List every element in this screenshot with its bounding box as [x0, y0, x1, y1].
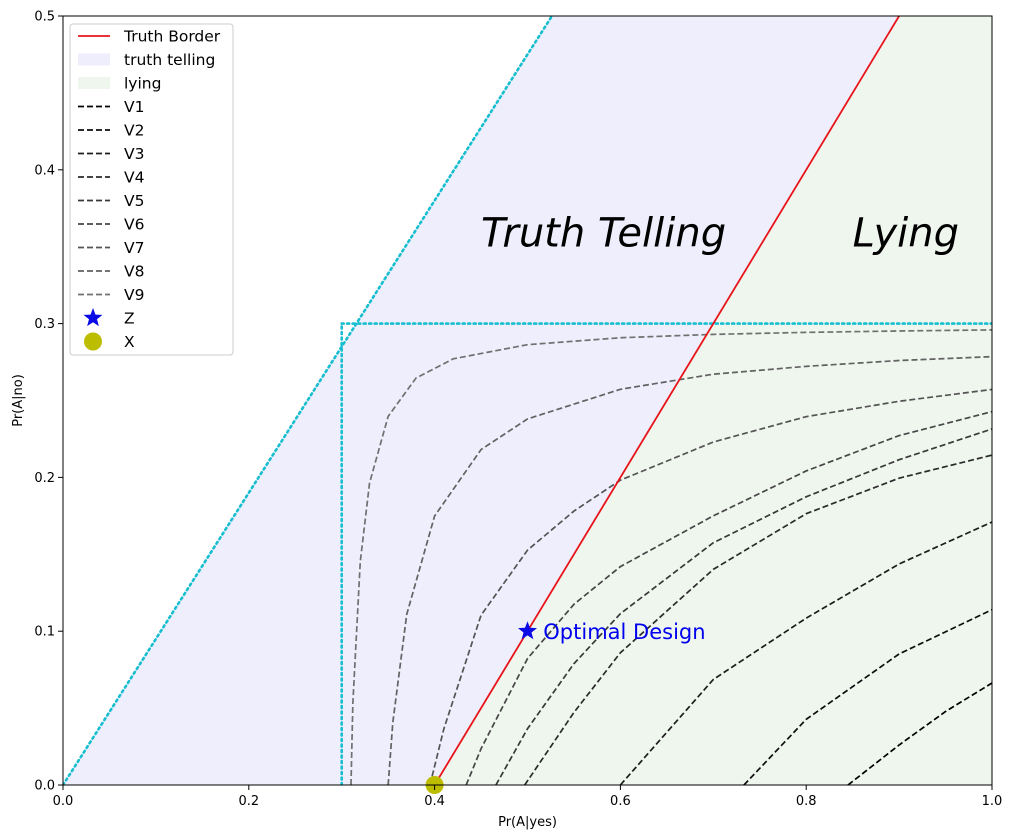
x-axis-label: Pr(A|yes) — [498, 815, 557, 830]
legend-z-label: Z — [124, 310, 135, 328]
legend-x-swatch — [84, 332, 102, 351]
y-tick-label: 0.5 — [34, 10, 55, 25]
truth-border-group — [433, 16, 900, 785]
x-tick-label: 0.6 — [610, 794, 631, 809]
series-line-v9 — [350, 329, 992, 785]
series-line-v1 — [847, 682, 992, 785]
y-tick-label: 0.1 — [34, 625, 55, 640]
y-axis-label: Pr(A|no) — [11, 374, 26, 427]
legend: Truth Border truth telling lying V1 V2 V3 V4 V5… — [69, 23, 234, 356]
truth-border-line — [433, 16, 900, 785]
y-tick-label: 0.4 — [34, 163, 55, 178]
point-z-star — [517, 621, 538, 640]
shaded-regions — [63, 16, 992, 785]
legend-v5-label: V5 — [124, 192, 144, 210]
series-line-v2 — [743, 608, 992, 785]
axes: 0.0 0.2 0.4 0.6 0.8 1.0 0.0 0.1 0.2 0.3 0.4 0.5 Pr(A… — [11, 10, 1002, 831]
x-tick-label: 0.2 — [238, 794, 259, 809]
legend-v8-label: V8 — [124, 263, 144, 281]
legend-v1-label: V1 — [124, 98, 144, 116]
legend-z-swatch — [83, 308, 103, 327]
region-truth-telling — [63, 16, 900, 785]
legend-v9-label: V9 — [124, 286, 144, 304]
annotations: Truth Telling Lying Optimal Design — [481, 211, 959, 645]
legend-v3-label: V3 — [124, 145, 144, 163]
y-tick-label: 0.3 — [34, 317, 55, 332]
x-tick-label: 0.8 — [796, 794, 817, 809]
legend-v4-label: V4 — [124, 169, 144, 187]
legend-v7-label: V7 — [124, 239, 144, 257]
series-lines — [350, 329, 992, 785]
legend-v6-label: V6 — [124, 216, 144, 234]
legend-truth-telling-swatch — [78, 53, 110, 66]
annotation-lying: Lying — [853, 211, 959, 257]
legend-lying-swatch — [78, 77, 110, 89]
legend-v2-label: V2 — [124, 122, 144, 140]
annotation-optimal-design: Optimal Design — [543, 620, 705, 644]
region-lying — [434, 16, 992, 785]
legend-truth-border-label: Truth Border — [123, 28, 221, 46]
series-line-v5 — [495, 428, 992, 785]
series-line-v8 — [387, 355, 992, 785]
x-tick-label: 1.0 — [982, 794, 1003, 809]
series-line-v7 — [429, 388, 992, 785]
boundary-line-1 — [63, 16, 554, 785]
series-line-v3 — [619, 521, 992, 785]
series-line-v4 — [524, 454, 992, 785]
y-tick-label: 0.0 — [34, 779, 55, 794]
x-tick-label: 0.0 — [53, 794, 74, 809]
legend-x-label: X — [124, 333, 135, 351]
series-line-v6 — [465, 410, 992, 785]
legend-lying-label: lying — [124, 75, 161, 93]
x-tick-label: 0.4 — [424, 794, 445, 809]
axes-frame — [62, 15, 993, 786]
legend-box — [69, 23, 234, 356]
annotation-truth-telling: Truth Telling — [481, 211, 726, 257]
y-tick-label: 0.2 — [34, 471, 55, 486]
boundary-lines — [63, 16, 992, 785]
legend-truth-telling-label: truth telling — [124, 51, 215, 69]
